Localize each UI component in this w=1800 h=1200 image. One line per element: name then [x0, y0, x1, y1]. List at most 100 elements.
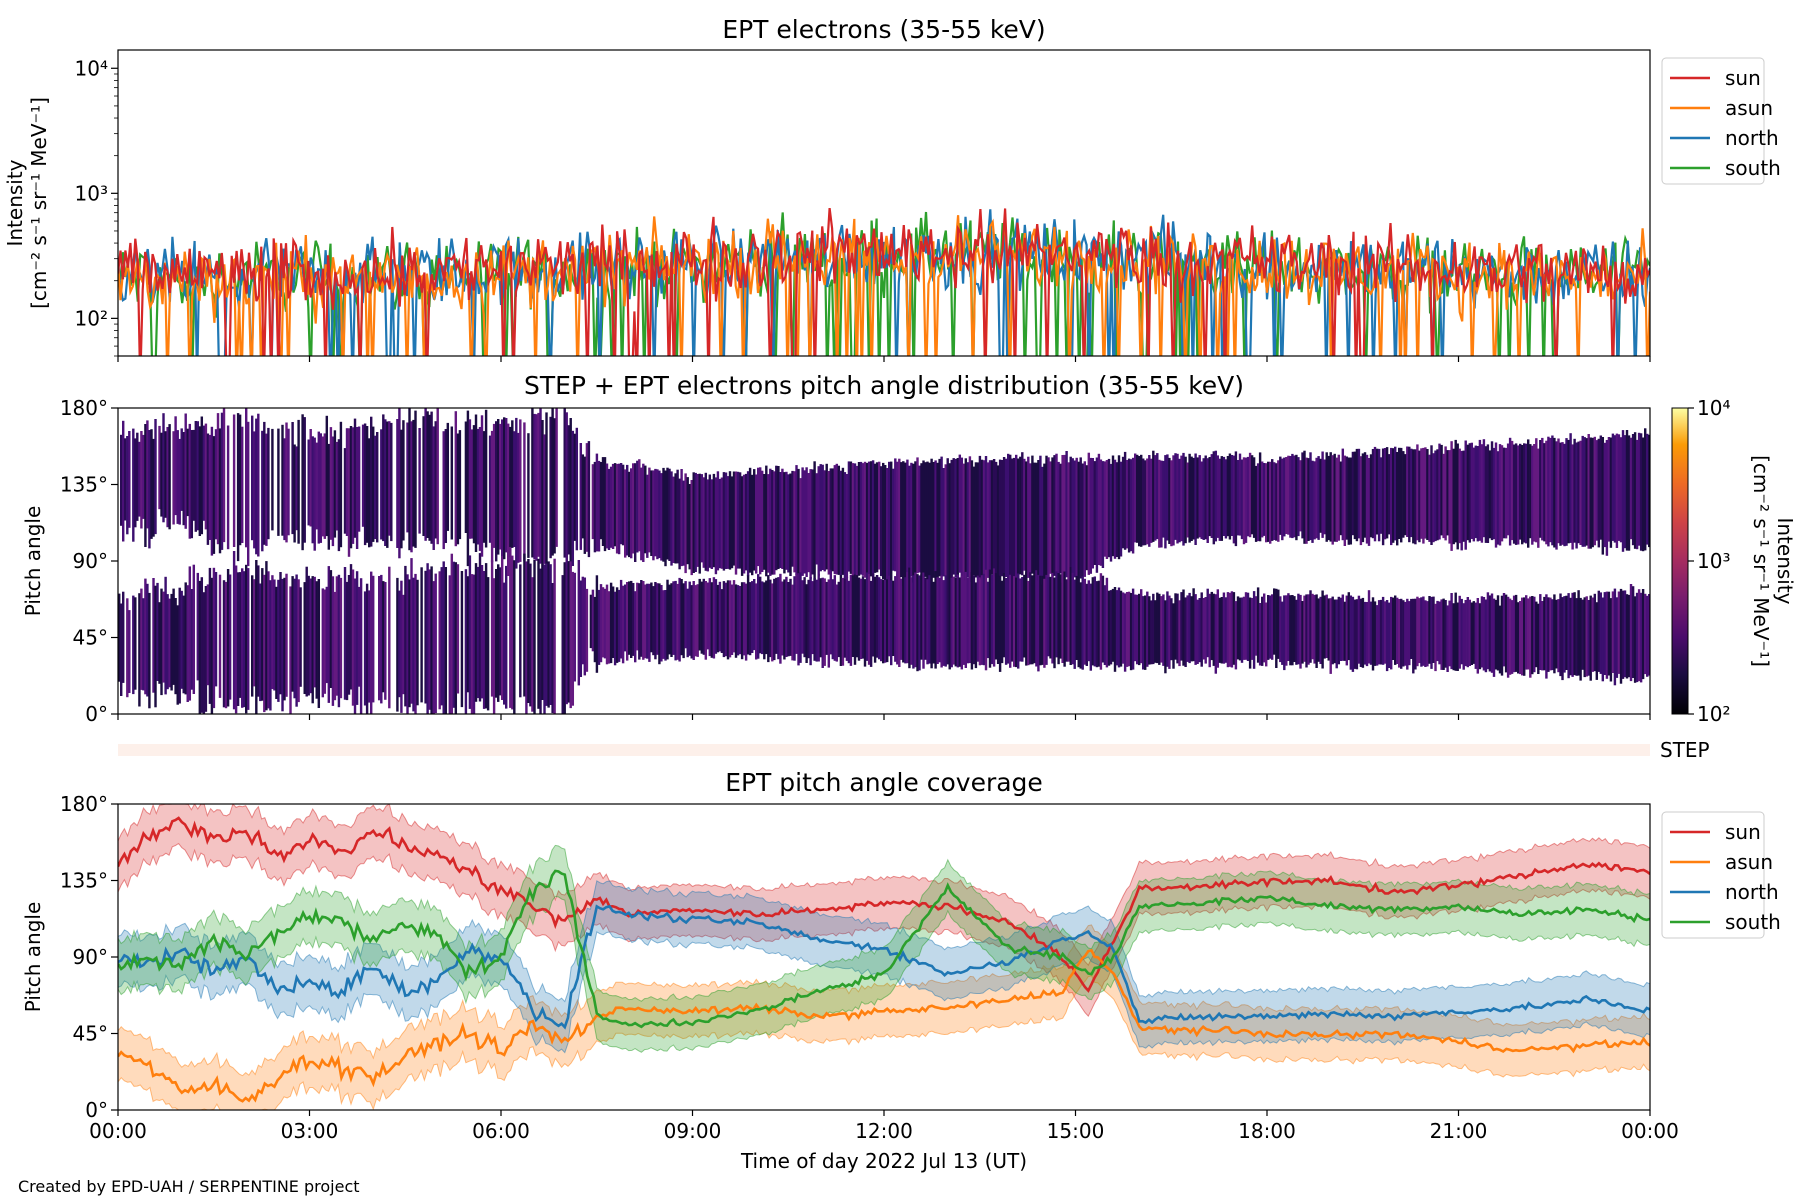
- heatmap-column-lower: [761, 581, 764, 655]
- heatmap-column-lower: [1480, 596, 1484, 668]
- heatmap-column-lower: [1605, 591, 1609, 679]
- heatmap-column-upper: [928, 462, 931, 578]
- heatmap-column-lower: [188, 566, 192, 701]
- heatmap-column-upper: [1049, 461, 1052, 574]
- heatmap-column-upper: [1629, 437, 1633, 540]
- heatmap-column-lower: [1579, 597, 1582, 681]
- heatmap-column-upper: [1454, 439, 1457, 543]
- heatmap-column-upper: [1508, 437, 1512, 546]
- heatmap-column-upper: [654, 468, 657, 557]
- heatmap-column-lower: [599, 584, 603, 663]
- heatmap-column-upper: [801, 467, 804, 576]
- heatmap-column-upper: [920, 463, 923, 580]
- heatmap-column-upper: [1289, 456, 1292, 538]
- heatmap-column-lower: [1000, 580, 1004, 664]
- heatmap-column-upper: [823, 470, 826, 572]
- heatmap-column-lower: [1111, 588, 1115, 662]
- heatmap-column-lower: [1174, 593, 1177, 660]
- heatmap-column-upper: [672, 476, 675, 563]
- heatmap-column-lower: [605, 584, 609, 665]
- heatmap-column-upper: [1303, 450, 1306, 544]
- heatmap-column-lower: [363, 591, 367, 706]
- heatmap-column-upper: [773, 471, 776, 575]
- heatmap-column-upper: [1589, 437, 1592, 549]
- heatmap-column-lower: [178, 587, 181, 704]
- heatmap-column-upper: [871, 460, 875, 576]
- heatmap-column-lower: [277, 579, 280, 702]
- heatmap-column-upper: [630, 468, 633, 559]
- heatmap-column-lower: [359, 578, 363, 714]
- heatmap-column-lower: [1263, 593, 1266, 663]
- heatmap-column-lower: [583, 577, 587, 676]
- heatmap-column-lower: [1400, 598, 1403, 669]
- heatmap-column-upper: [150, 429, 153, 539]
- heatmap-column-upper: [648, 467, 651, 553]
- heatmap-column-lower: [1508, 598, 1512, 675]
- heatmap-column-lower: [234, 565, 238, 714]
- heatmap-column-upper: [1623, 435, 1627, 549]
- heatmap-column-upper: [571, 430, 575, 566]
- heatmap-column-lower: [1329, 598, 1332, 674]
- heatmap-column-lower: [1091, 577, 1095, 666]
- heatmap-column-lower: [1521, 597, 1524, 676]
- heatmap-column-lower: [1067, 576, 1070, 662]
- heatmap-column-lower: [1125, 592, 1129, 667]
- heatmap-column-lower: [253, 579, 256, 687]
- heatmap-column-lower: [1033, 576, 1036, 664]
- heatmap-column-lower: [1267, 595, 1270, 660]
- heatmap-column-upper: [517, 432, 520, 563]
- heatmap-column-upper: [787, 474, 790, 573]
- heatmap-column-lower: [353, 578, 357, 714]
- heatmap-column-lower: [591, 589, 595, 652]
- heatmap-column-lower: [1101, 575, 1105, 663]
- heatmap-column-upper: [607, 468, 611, 550]
- heatmap-column-upper: [1387, 454, 1391, 535]
- heatmap-column-upper: [738, 472, 742, 569]
- heatmap-column-lower: [1083, 578, 1087, 665]
- heatmap-column-upper: [1039, 455, 1042, 578]
- heatmap-column-lower: [670, 583, 673, 657]
- heatmap-column-lower: [1434, 603, 1437, 672]
- heatmap-column-lower: [1242, 596, 1246, 660]
- heatmap-column-upper: [849, 461, 853, 574]
- heatmap-column-lower: [222, 580, 226, 708]
- heatmap-column-lower: [861, 576, 865, 659]
- heatmap-column-upper: [1635, 439, 1639, 550]
- heatmap-column-lower: [1404, 601, 1407, 666]
- heatmap-column-upper: [591, 464, 595, 540]
- heatmap-column-lower: [998, 575, 1002, 672]
- heatmap-column-upper: [642, 463, 645, 562]
- heatmap-column-upper: [704, 472, 708, 571]
- heatmap-column-upper: [1331, 455, 1334, 545]
- heatmap-column-upper: [884, 465, 887, 582]
- heatmap-column-lower: [1639, 592, 1643, 683]
- heatmap-column-upper: [670, 471, 673, 566]
- heatmap-column-lower: [384, 582, 387, 700]
- heatmap-column-upper: [916, 457, 919, 574]
- heatmap-column-lower: [420, 567, 423, 703]
- heatmap-column-lower: [1486, 592, 1490, 670]
- heatmap-column-upper: [855, 465, 859, 578]
- heatmap-column-upper: [236, 413, 240, 562]
- heatmap-column-lower: [1595, 602, 1599, 680]
- coverage-band-asun: [118, 924, 1650, 1110]
- heatmap-column-upper: [1061, 455, 1064, 583]
- heatmap-column-upper: [214, 429, 218, 540]
- heatmap-column-upper: [956, 458, 960, 582]
- heatmap-column-lower: [1537, 603, 1540, 674]
- heatmap-column-upper: [1166, 454, 1169, 541]
- heatmap-column-lower: [942, 580, 945, 666]
- heatmap-column-lower: [1127, 591, 1131, 667]
- heatmap-column-lower: [974, 582, 978, 669]
- heatmap-column-lower: [1492, 598, 1496, 677]
- heatmap-column-upper: [347, 428, 351, 557]
- heatmap-column-upper: [1000, 460, 1004, 577]
- heatmap-column-upper: [1273, 462, 1276, 540]
- heatmap-column-upper: [450, 426, 454, 540]
- heatmap-column-upper: [1563, 443, 1566, 547]
- heatmap-column-upper: [474, 414, 478, 552]
- heatmap-column-upper: [720, 477, 724, 569]
- heatmap-column-lower: [1158, 593, 1161, 665]
- heatmap-column-lower: [593, 596, 597, 663]
